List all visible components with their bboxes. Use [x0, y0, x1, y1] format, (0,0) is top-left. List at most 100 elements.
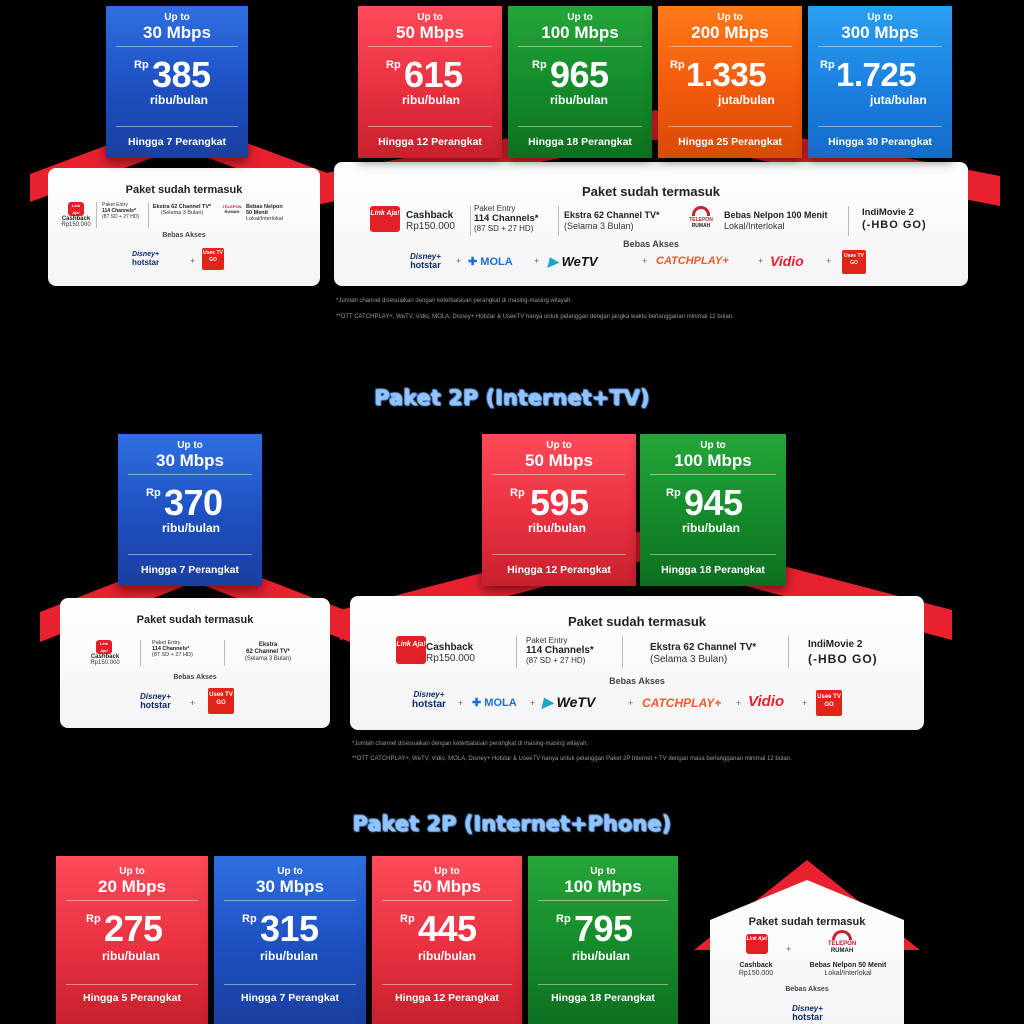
vidio-logo: Vidio	[770, 253, 804, 269]
device-limit: Hingga 5 Perangkat	[82, 992, 182, 1004]
disney-hotstar-logo: Disney+ hotstar	[412, 690, 446, 710]
divider	[622, 636, 623, 668]
device-limit: Hingga 12 Perangkat	[378, 136, 482, 148]
plus-sep: +	[530, 698, 536, 708]
plan-card-20mbps[interactable]: Up to 20 Mbps Rp 275 ribu/bulan Hingga 5…	[56, 856, 208, 1024]
upto-label: Up to	[546, 440, 572, 451]
phone-sub: Lokal/Interlokal	[246, 216, 283, 222]
plan-card-30mbps[interactable]: Up to 30 Mbps Rp 385 ribu/bulan Hingga 7…	[106, 6, 248, 158]
indimovie-label: IndiMovie 2	[862, 207, 914, 218]
card-divider	[818, 46, 942, 47]
indimovie-label: IndiMovie 2	[808, 639, 863, 650]
extra-label-2: 62 Channel TV*	[171, 204, 212, 210]
card-divider	[368, 46, 492, 47]
divider	[516, 636, 517, 668]
disney-text: Disney+	[132, 251, 160, 258]
telp-line2: RUMAH	[691, 223, 711, 229]
includes-title: Paket sudah termasuk	[581, 184, 720, 199]
channels-item: Paket Entry 114 Channels* (87 SD + 27 HD)	[474, 204, 538, 234]
plan-card-100mbps[interactable]: Up to 100 Mbps Rp 795 ribu/bulan Hingga …	[528, 856, 678, 1024]
currency-label: Rp	[820, 59, 835, 71]
phone-label: Bebas Nelpon	[246, 204, 283, 210]
plan-card-30mbps[interactable]: Up to 30 Mbps Rp 370 ribu/bulan Hingga 7…	[118, 434, 262, 586]
plan-card-50mbps[interactable]: Up to 50 Mbps Rp 445 ribu/bulan Hingga 1…	[372, 856, 522, 1024]
plan-card-200mbps[interactable]: Up to 200 Mbps Rp 1.335 juta/bulan Hingg…	[658, 6, 802, 158]
plan-card-300mbps[interactable]: Up to 300 Mbps Rp 1.725 juta/bulan Hingg…	[808, 6, 952, 158]
device-limit: Hingga 7 Perangkat	[140, 564, 240, 576]
extra-item: Ekstra 62 Channel TV* (Selama 3 Bulan)	[236, 642, 300, 663]
plan-card-100mbps[interactable]: Up to 100 Mbps Rp 945 ribu/bulan Hingga …	[640, 434, 786, 586]
phone-label: Bebas Nelpon 100 Menit	[724, 210, 828, 220]
section-title-internet-tv: Paket 2P (Internet+TV)	[374, 386, 650, 410]
price-amount: 315	[260, 908, 319, 949]
plan-card-50mbps[interactable]: Up to 50 Mbps Rp 615 ribu/bulan Hingga 1…	[358, 6, 502, 158]
device-limit: Hingga 18 Perangkat	[551, 992, 655, 1004]
channels-label: 114 Channels*	[526, 645, 594, 656]
wetv-text: WeTV	[556, 694, 596, 710]
price-unit: ribu/bulan	[260, 949, 318, 963]
hotstar-text: hotstar	[132, 258, 160, 267]
plus-sep: +	[534, 256, 540, 266]
cashback-value: Rp150.000	[61, 222, 91, 228]
device-limit: Hingga 7 Perangkat	[127, 136, 227, 148]
speed-label: 30 Mbps	[155, 451, 225, 470]
entry-label: Paket Entry	[474, 204, 516, 213]
telepon-rumah-logo: TELEPON RUMAH	[822, 930, 862, 955]
extra-sub: (Selama 3 Bulan)	[650, 654, 728, 665]
telp-line2: RUMAH	[830, 948, 854, 954]
channels-sub: (87 SD + 27 HD)	[102, 214, 140, 220]
extra-item: Ekstra 62 Channel TV* (Selama 3 Bulan)	[564, 210, 660, 232]
card-divider	[668, 126, 792, 127]
entry-label: Paket Entry	[526, 636, 568, 645]
currency-label: Rp	[666, 487, 681, 499]
cashback-item: Cashback Rp150.000	[86, 654, 124, 666]
plus-sep: +	[642, 256, 648, 266]
channels-label: 114 Channels*	[474, 213, 539, 224]
footnote-1: *Jumlah channel disesuaikan dengan keter…	[336, 298, 573, 304]
roof-right-1	[310, 110, 1000, 220]
price-block: Rp 945 ribu/bulan	[640, 481, 786, 536]
card-divider	[66, 900, 198, 901]
divider	[470, 206, 471, 236]
card-divider	[538, 900, 668, 901]
includes-title: Paket sudah termasuk	[125, 184, 243, 196]
phone-sub: Lokal/Interlokal	[824, 970, 872, 977]
entry-label: Paket Entry	[152, 640, 181, 646]
telepon-rumah-logo: TELEPON RUMAH	[686, 206, 716, 229]
card-divider	[382, 900, 512, 901]
disney-text: Disney+	[410, 252, 441, 261]
price-amount: 795	[574, 908, 633, 949]
plan-card-30mbps[interactable]: Up to 30 Mbps Rp 315 ribu/bulan Hingga 7…	[214, 856, 366, 1024]
price-unit: ribu/bulan	[402, 93, 460, 107]
currency-label: Rp	[510, 487, 525, 499]
hbo-go-label: (-HBO GO)	[862, 219, 927, 231]
plan-card-50mbps[interactable]: Up to 50 Mbps Rp 595 ribu/bulan Hingga 1…	[482, 434, 636, 586]
plan-card-100mbps[interactable]: Up to 100 Mbps Rp 965 ribu/bulan Hingga …	[508, 6, 652, 158]
price-unit: ribu/bulan	[682, 521, 740, 535]
upto-label: Up to	[700, 440, 726, 451]
card-divider	[382, 984, 512, 985]
divider	[148, 202, 149, 228]
indimovie-item: IndiMovie 2 (-HBO GO)	[808, 638, 878, 668]
access-label: Bebas Akses	[609, 676, 665, 686]
price-amount: 965	[550, 54, 609, 95]
divider	[224, 640, 225, 666]
includes-panel-small-2: Paket sudah termasuk Link Aja! Cashback R…	[60, 598, 330, 728]
extra-sub: (Selama 3 Bulan)	[564, 221, 634, 231]
plus-sep: +	[826, 256, 832, 266]
price-amount: 385	[152, 54, 211, 95]
wetv-logo: ▶ WeTV	[542, 694, 596, 710]
extra-sub: (Selama 3 Bulan)	[160, 210, 204, 216]
speed-label: 100 Mbps	[674, 451, 752, 470]
price-block: Rp 445 ribu/bulan	[372, 907, 522, 964]
upto-label: Up to	[434, 866, 460, 877]
access-label: Bebas Akses	[623, 239, 679, 249]
telp-line1: TELEPON	[689, 217, 713, 223]
currency-label: Rp	[146, 487, 161, 499]
plus-sep: +	[802, 698, 808, 708]
price-block: Rp 615 ribu/bulan	[358, 53, 502, 108]
speed-label: 100 Mbps	[564, 877, 642, 896]
hbo-go-label: (-HBO GO)	[808, 652, 878, 666]
card-divider	[538, 984, 668, 985]
phone-item: Bebas Nelpon 50 Menit Lokal/Interlokal	[246, 204, 283, 222]
